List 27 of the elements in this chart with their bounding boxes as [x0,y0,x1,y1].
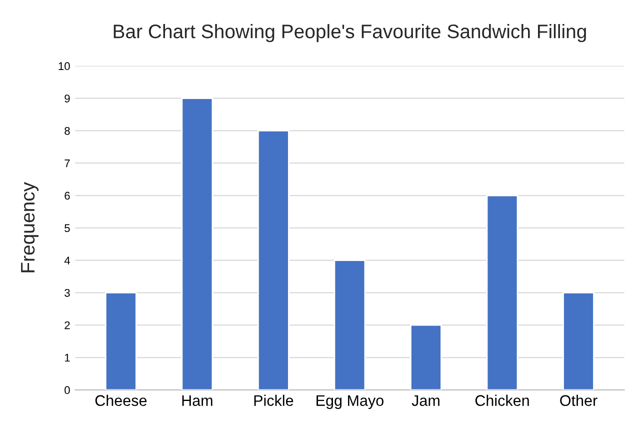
y-tick-label: 9 [64,94,70,102]
y-tick-label: 1 [64,354,70,362]
x-tick-label: Ham [182,395,212,406]
x-tick-label: Egg Mayo [316,395,384,410]
y-tick-label: 2 [64,321,70,330]
bar [258,130,290,390]
x-tick-label: Pickle [254,394,294,406]
y-tick-label: 5 [64,224,70,232]
y-tick-label: 8 [64,126,70,135]
bar [486,194,518,390]
y-tick-label: 7 [64,159,70,168]
chart-title: Bar Chart Showing People's Favourite Sandwich Filling [114,24,586,42]
y-tick-label: 10 [58,62,70,70]
x-tick-label: Jam [412,395,440,406]
y-tick-label: 0 [64,386,70,394]
bar [181,98,214,390]
y-tick-label: 3 [64,288,70,297]
y-axis-title: Frequency [21,182,39,272]
y-tick-label: 4 [64,256,70,264]
x-tick-label: Other [560,394,598,406]
y-tick-label: 6 [64,192,70,200]
bar [334,260,366,390]
bar [104,292,137,390]
bar [410,324,442,390]
x-tick-label: Chicken [475,394,529,406]
x-tick-label: Cheese [95,394,147,406]
bar [562,292,594,390]
